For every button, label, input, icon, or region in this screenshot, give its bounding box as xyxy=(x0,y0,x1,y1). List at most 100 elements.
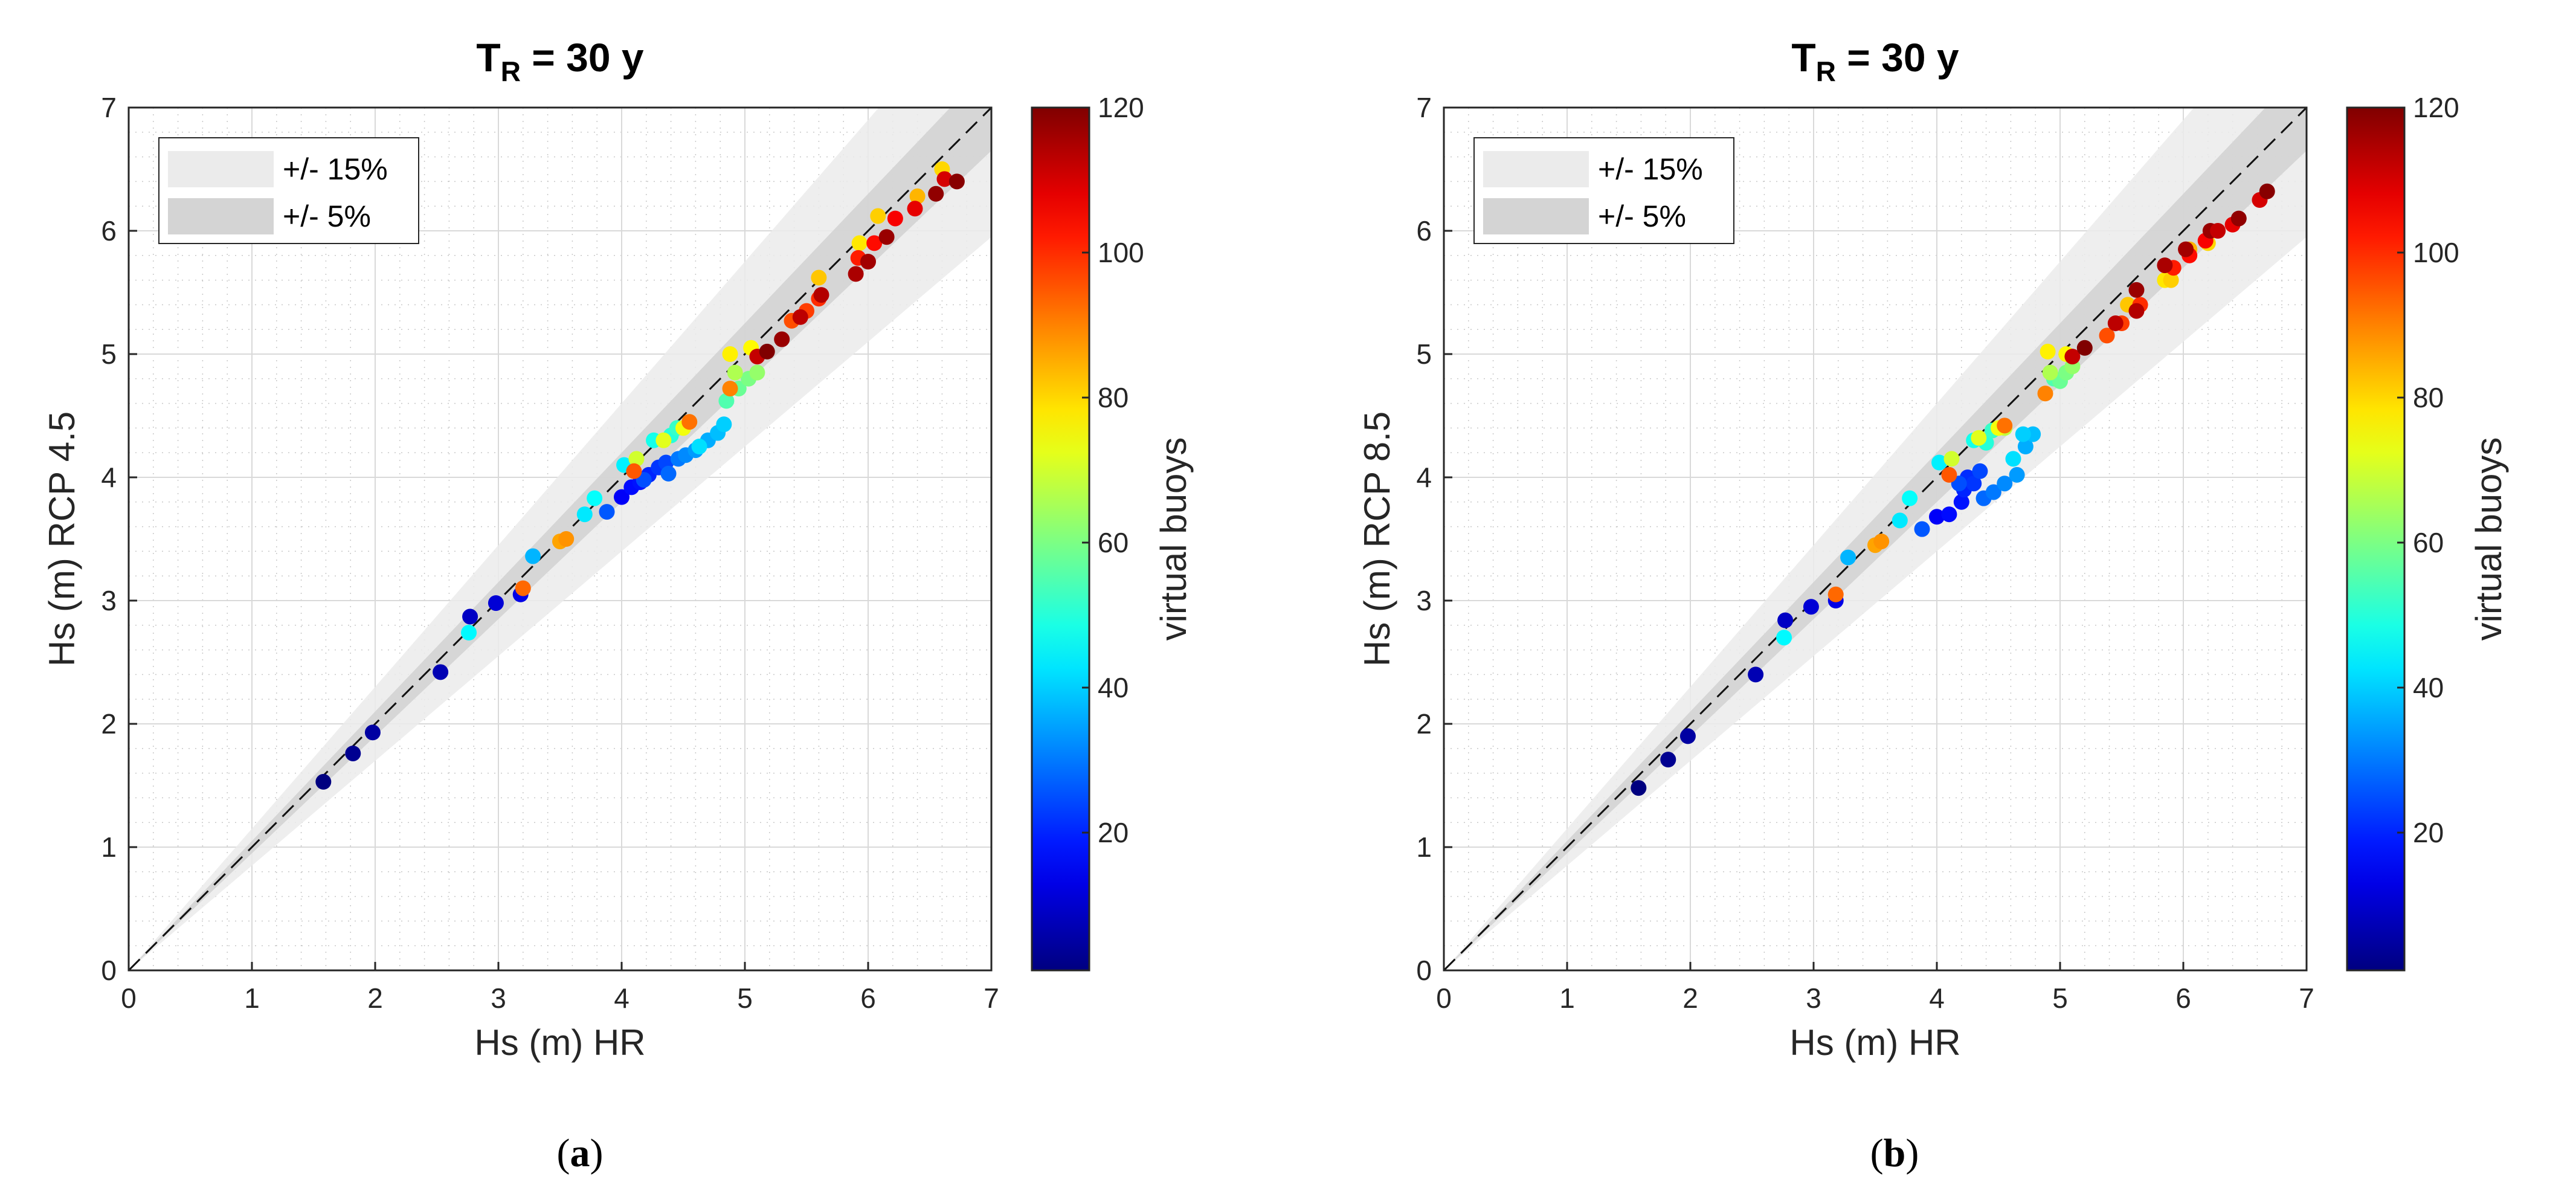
x-tick-label: 5 xyxy=(737,982,753,1014)
x-tick-label: 7 xyxy=(984,982,999,1014)
data-point xyxy=(558,531,575,547)
data-point xyxy=(792,309,808,325)
data-point xyxy=(928,185,944,202)
data-point xyxy=(860,254,876,269)
data-point xyxy=(1892,512,1908,529)
title-rest: = 30 y xyxy=(521,35,644,80)
title-subscript: R xyxy=(1816,56,1836,87)
data-point xyxy=(2178,241,2194,257)
legend-label: +/- 5% xyxy=(1598,199,1686,233)
caption-open: ( xyxy=(1870,1131,1884,1175)
colorbar-tick-label: 60 xyxy=(2413,527,2444,558)
data-point xyxy=(887,210,903,227)
y-tick-label: 5 xyxy=(1416,338,1432,370)
data-point xyxy=(2163,272,2179,288)
colorbar-tick-label: 100 xyxy=(2413,237,2459,268)
data-point xyxy=(848,266,864,282)
y-axis-label: Hs (m) RCP 8.5 xyxy=(1357,411,1397,666)
y-tick-label: 2 xyxy=(101,708,117,740)
y-tick-label: 0 xyxy=(1416,955,1432,986)
x-tick-label: 2 xyxy=(1682,982,1698,1014)
data-point xyxy=(1776,630,1792,646)
colorbar-tick-label: 40 xyxy=(1098,672,1129,703)
data-point xyxy=(1972,463,1988,479)
title-subscript: R xyxy=(501,56,521,87)
data-point xyxy=(936,171,953,187)
y-tick-label: 1 xyxy=(1416,831,1432,863)
x-tick-label: 5 xyxy=(2052,982,2068,1014)
data-point xyxy=(628,451,645,467)
data-point xyxy=(1840,549,1856,566)
colorbar-tick-label: 100 xyxy=(1098,237,1144,268)
x-tick-label: 4 xyxy=(1929,982,1945,1014)
data-point xyxy=(1985,484,2001,500)
data-point xyxy=(1777,612,1794,628)
data-point xyxy=(878,229,895,245)
caption-close: ) xyxy=(1905,1131,1919,1175)
data-point xyxy=(866,235,883,251)
data-point xyxy=(691,439,707,454)
y-tick-label: 1 xyxy=(101,831,117,863)
y-tick-label: 6 xyxy=(101,215,117,247)
colorbar-tick-label: 80 xyxy=(1098,382,1129,413)
data-point xyxy=(525,548,541,564)
x-tick-label: 6 xyxy=(860,982,876,1014)
data-point xyxy=(1931,454,1948,471)
x-tick-label: 3 xyxy=(1806,982,1821,1014)
axes-box xyxy=(127,106,993,972)
data-point xyxy=(2157,257,2173,274)
data-point xyxy=(1997,418,2013,434)
y-tick-label: 3 xyxy=(1416,585,1432,616)
data-point xyxy=(2259,183,2275,199)
colorbar-tick-label: 60 xyxy=(1098,527,1129,558)
data-point xyxy=(1914,521,1930,537)
data-point xyxy=(2040,343,2056,360)
data-point xyxy=(655,432,672,448)
data-point xyxy=(433,664,449,680)
data-point xyxy=(759,343,775,360)
data-point xyxy=(2064,349,2081,365)
x-tick-label: 1 xyxy=(244,982,260,1014)
chart-panel-b: 0 1 2 3 4 5 6 7 0 1 2 3 4 5 6 7 Hs (m) HR Hs (m) RCP 8.5 T… xyxy=(1357,35,2509,1175)
data-point xyxy=(1902,490,1918,506)
x-axis-label: Hs (m) HR xyxy=(474,1022,645,1063)
x-tick-label: 3 xyxy=(491,982,506,1014)
data-point xyxy=(461,625,477,641)
data-point xyxy=(1827,586,1844,602)
colorbar-tick-label: 120 xyxy=(2413,92,2459,123)
title-rest: = 30 y xyxy=(1836,35,1959,80)
legend-label: +/- 15% xyxy=(1598,152,1703,186)
colorbar-tick-label: 120 xyxy=(1098,92,1144,123)
y-tick-label: 4 xyxy=(1416,462,1432,493)
y-tick-label: 0 xyxy=(101,955,117,986)
data-point xyxy=(2005,451,2021,467)
panel-caption: (b) xyxy=(1870,1131,1919,1175)
data-point xyxy=(1748,666,1764,683)
x-axis-label: Hs (m) HR xyxy=(1789,1022,1960,1063)
legend-label: +/- 5% xyxy=(283,199,371,233)
y-axis-label: Hs (m) RCP 4.5 xyxy=(42,411,82,666)
y-tick-label: 2 xyxy=(1416,708,1432,740)
data-point xyxy=(1943,451,1960,467)
data-point xyxy=(515,580,531,596)
data-point xyxy=(576,506,593,523)
data-point xyxy=(1660,752,1676,768)
data-point xyxy=(948,173,965,190)
data-point xyxy=(364,724,381,741)
data-point xyxy=(315,773,332,790)
scatter-series xyxy=(315,161,965,790)
data-point xyxy=(2042,364,2058,381)
data-point xyxy=(2015,426,2031,442)
data-point xyxy=(722,346,738,362)
data-point xyxy=(1966,476,1982,492)
data-point xyxy=(626,463,642,479)
data-point xyxy=(851,235,868,251)
data-point xyxy=(614,489,630,505)
caption-letter: a xyxy=(570,1131,590,1175)
x-tick-label: 1 xyxy=(1559,982,1575,1014)
data-point xyxy=(1803,599,1819,615)
data-point xyxy=(2107,315,2124,331)
y-tick-label: 6 xyxy=(1416,215,1432,247)
data-point xyxy=(599,504,615,520)
data-point xyxy=(345,745,361,761)
